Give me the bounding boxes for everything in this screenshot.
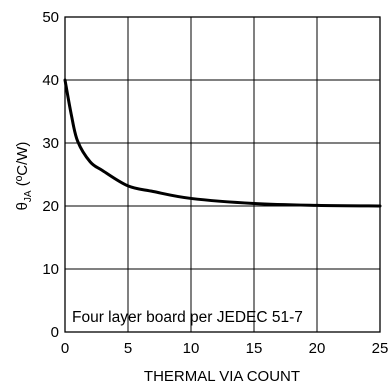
x-tick-label: 25 [372,340,389,357]
y-tick-label: 50 [42,9,59,26]
y-axis-label-subscript: JA [23,190,34,202]
y-tick-labels: 0 10 20 30 40 50 [42,9,59,341]
y-tick-label: 10 [42,261,59,278]
y-axis-label-unit: (ºC/W) [14,142,31,191]
y-tick-label: 30 [42,135,59,152]
grid [65,17,380,332]
y-tick-label: 0 [51,324,59,341]
x-tick-label: 10 [183,340,200,357]
x-tick-label: 0 [61,340,69,357]
x-tick-label: 5 [124,340,132,357]
x-axis-label: THERMAL VIA COUNT [144,368,300,385]
y-tick-label: 20 [42,198,59,215]
y-axis-label: θJA (ºC/W) [14,142,34,211]
x-tick-label: 15 [246,340,263,357]
x-tick-labels: 0 5 10 15 20 25 [61,340,389,357]
x-tick-label: 20 [309,340,326,357]
plot-frame [64,16,381,333]
y-tick-label: 40 [42,72,59,89]
series-line [63,78,382,208]
annotation: Four layer board per JEDEC 51-7 [72,309,303,326]
y-axis-label-symbol: θ [14,202,31,210]
